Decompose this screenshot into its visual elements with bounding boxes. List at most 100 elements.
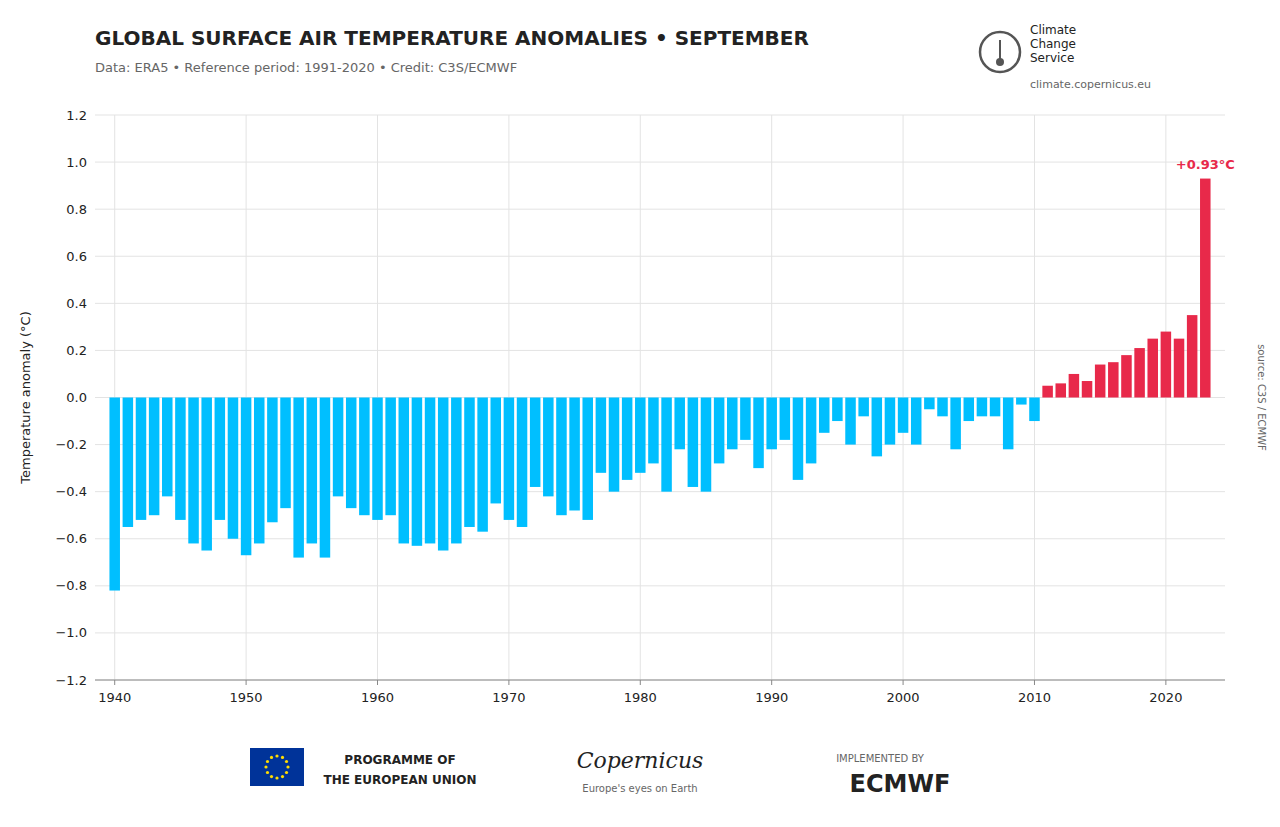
bar: [267, 398, 278, 523]
bar: [530, 398, 541, 487]
bar: [201, 398, 212, 551]
bar: [661, 398, 672, 492]
bar: [977, 398, 988, 417]
x-tick-label: 1980: [624, 690, 657, 705]
x-tick-label: 1940: [98, 690, 131, 705]
x-tick: [640, 680, 641, 685]
bar: [346, 398, 357, 509]
bar: [832, 398, 843, 422]
chart: GLOBAL SURFACE AIR TEMPERATURE ANOMALIES…: [0, 0, 1280, 827]
bar: [556, 398, 567, 516]
bar: [372, 398, 383, 520]
bar: [635, 398, 646, 473]
bar: [1082, 381, 1093, 397]
bar: [753, 398, 764, 469]
bar: [872, 398, 883, 457]
bar: [819, 398, 830, 433]
footer-text: THE EUROPEAN UNION: [324, 773, 477, 787]
logo-text: ClimateChangeService: [1030, 23, 1076, 65]
bar: [885, 398, 896, 445]
bar: [714, 398, 725, 464]
annotation: +0.93°C: [1176, 157, 1235, 172]
subtitle: Data: ERA5 • Reference period: 1991-2020…: [95, 60, 517, 75]
bar: [188, 398, 199, 544]
bar: [964, 398, 975, 422]
bar: [793, 398, 804, 480]
y-tick-label: −1.0: [55, 625, 87, 640]
grid-line-y: [95, 303, 1225, 304]
bar: [688, 398, 699, 487]
bar: [1147, 339, 1158, 398]
bar: [1187, 315, 1198, 397]
bar: [438, 398, 449, 551]
x-tick-label: 2010: [1018, 690, 1051, 705]
bar: [123, 398, 134, 527]
grid: [95, 115, 1225, 680]
x-tick: [771, 680, 772, 685]
bar: [477, 398, 488, 532]
bar: [280, 398, 291, 509]
bar: [911, 398, 922, 445]
bar: [162, 398, 173, 497]
bar: [937, 398, 948, 417]
bar: [1095, 365, 1106, 398]
grid-line-y: [95, 115, 1225, 116]
bar: [1056, 383, 1067, 397]
bar: [1003, 398, 1014, 450]
bar: [1134, 348, 1145, 397]
bar: [109, 398, 120, 591]
footer-text: PROGRAMME OF: [344, 753, 455, 767]
bar: [333, 398, 344, 497]
x-tick: [508, 680, 509, 685]
bar: [569, 398, 580, 511]
x-tick: [1034, 680, 1035, 685]
bars: [109, 179, 1210, 591]
bar: [950, 398, 961, 450]
bar: [307, 398, 318, 544]
bar: [740, 398, 751, 440]
title: GLOBAL SURFACE AIR TEMPERATURE ANOMALIES…: [95, 26, 809, 50]
footer-tagline: Europe's eyes on Earth: [582, 783, 697, 794]
bar: [845, 398, 856, 445]
bar: [451, 398, 462, 544]
bar: [543, 398, 554, 497]
y-tick-label: 1.2: [66, 108, 87, 123]
bar: [596, 398, 607, 473]
bar: [491, 398, 502, 504]
bar: [215, 398, 226, 520]
y-tick-label: −0.4: [55, 484, 87, 499]
grid-line-y: [95, 256, 1225, 257]
y-tick-label: 1.0: [66, 155, 87, 170]
grid-line-y: [95, 350, 1225, 351]
x-tick: [1165, 680, 1166, 685]
x-tick-label: 2000: [887, 690, 920, 705]
bar: [924, 398, 935, 410]
bar: [609, 398, 620, 492]
y-tick-label: −0.6: [55, 531, 87, 546]
footer-brand: Copernicus: [577, 748, 704, 773]
bar: [1108, 362, 1119, 397]
y-axis: −1.2−1.0−0.8−0.6−0.4−0.20.00.20.40.60.81…: [55, 108, 87, 688]
y-tick-label: 0.8: [66, 202, 87, 217]
bar: [780, 398, 791, 440]
x-tick-label: 1990: [755, 690, 788, 705]
bar: [425, 398, 436, 544]
logo-icon: [980, 32, 1020, 72]
y-tick-label: 0.6: [66, 249, 87, 264]
bar: [622, 398, 633, 480]
x-axis: 194019501960197019801990200020102020: [98, 680, 1182, 705]
bar: [412, 398, 423, 546]
bar: [464, 398, 475, 527]
bar: [175, 398, 186, 520]
bar: [517, 398, 528, 527]
grid-line-y: [95, 632, 1225, 633]
x-tick-label: 2020: [1149, 690, 1182, 705]
bar: [149, 398, 160, 516]
y-tick-label: −0.8: [55, 578, 87, 593]
y-tick-label: 0.4: [66, 296, 87, 311]
bar: [228, 398, 239, 539]
y-axis-label: Temperature anomaly (°C): [18, 311, 33, 484]
bar: [241, 398, 252, 556]
x-tick: [903, 680, 904, 685]
grid-line-y: [95, 209, 1225, 210]
